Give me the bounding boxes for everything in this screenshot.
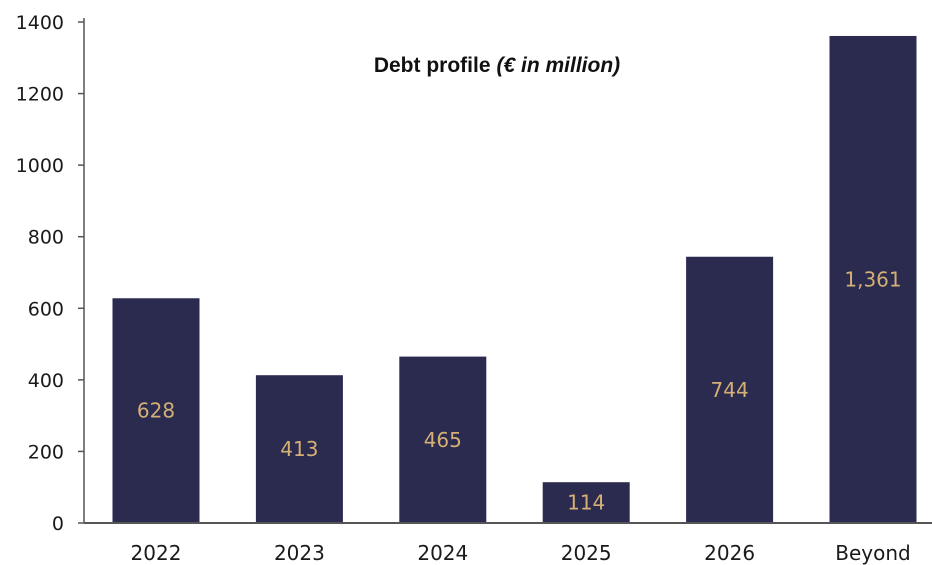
data-label-2022: 628 (137, 399, 175, 423)
y-tick-label: 600 (28, 298, 64, 320)
bar-2024 (399, 356, 487, 523)
y-tick-label: 800 (28, 227, 64, 249)
bar-2022 (112, 298, 200, 523)
y-tick-label: 1000 (16, 155, 64, 177)
data-label-beyond: 1,361 (844, 267, 901, 291)
x-tick-label-beyond: Beyond (835, 541, 910, 565)
x-tick-label-2023: 2023 (274, 541, 325, 565)
bar-2023 (255, 375, 343, 523)
data-label-2024: 465 (424, 428, 462, 452)
data-labels: 628 413 465 114 744 1,361 (137, 267, 902, 514)
x-tick-label-2025: 2025 (561, 541, 612, 565)
bars (112, 35, 917, 524)
chart-title-main: Debt profile (374, 54, 491, 77)
data-label-2026: 744 (711, 378, 749, 402)
bar-2025 (542, 482, 630, 523)
bar-beyond (829, 35, 917, 524)
x-axis: 2022 2023 2024 2025 2026 Beyond (84, 522, 932, 565)
chart-title: Debt profile (€ in million) (374, 54, 620, 77)
bar-2026 (686, 256, 774, 523)
y-axis: 0 200 400 600 800 1000 1200 1400 (16, 12, 85, 535)
x-tick-label-2024: 2024 (417, 541, 468, 565)
y-tick-label: 400 (28, 370, 64, 392)
chart-title-unit: (€ in million) (497, 54, 621, 77)
y-tick-label: 0 (52, 513, 64, 535)
x-tick-label-2022: 2022 (131, 541, 182, 565)
y-tick-label: 1400 (16, 12, 64, 34)
y-tick-label: 200 (28, 441, 64, 463)
data-label-2025: 114 (567, 491, 605, 515)
y-tick-label: 1200 (16, 84, 64, 106)
x-tick-label-2026: 2026 (704, 541, 755, 565)
data-label-2023: 413 (280, 437, 318, 461)
